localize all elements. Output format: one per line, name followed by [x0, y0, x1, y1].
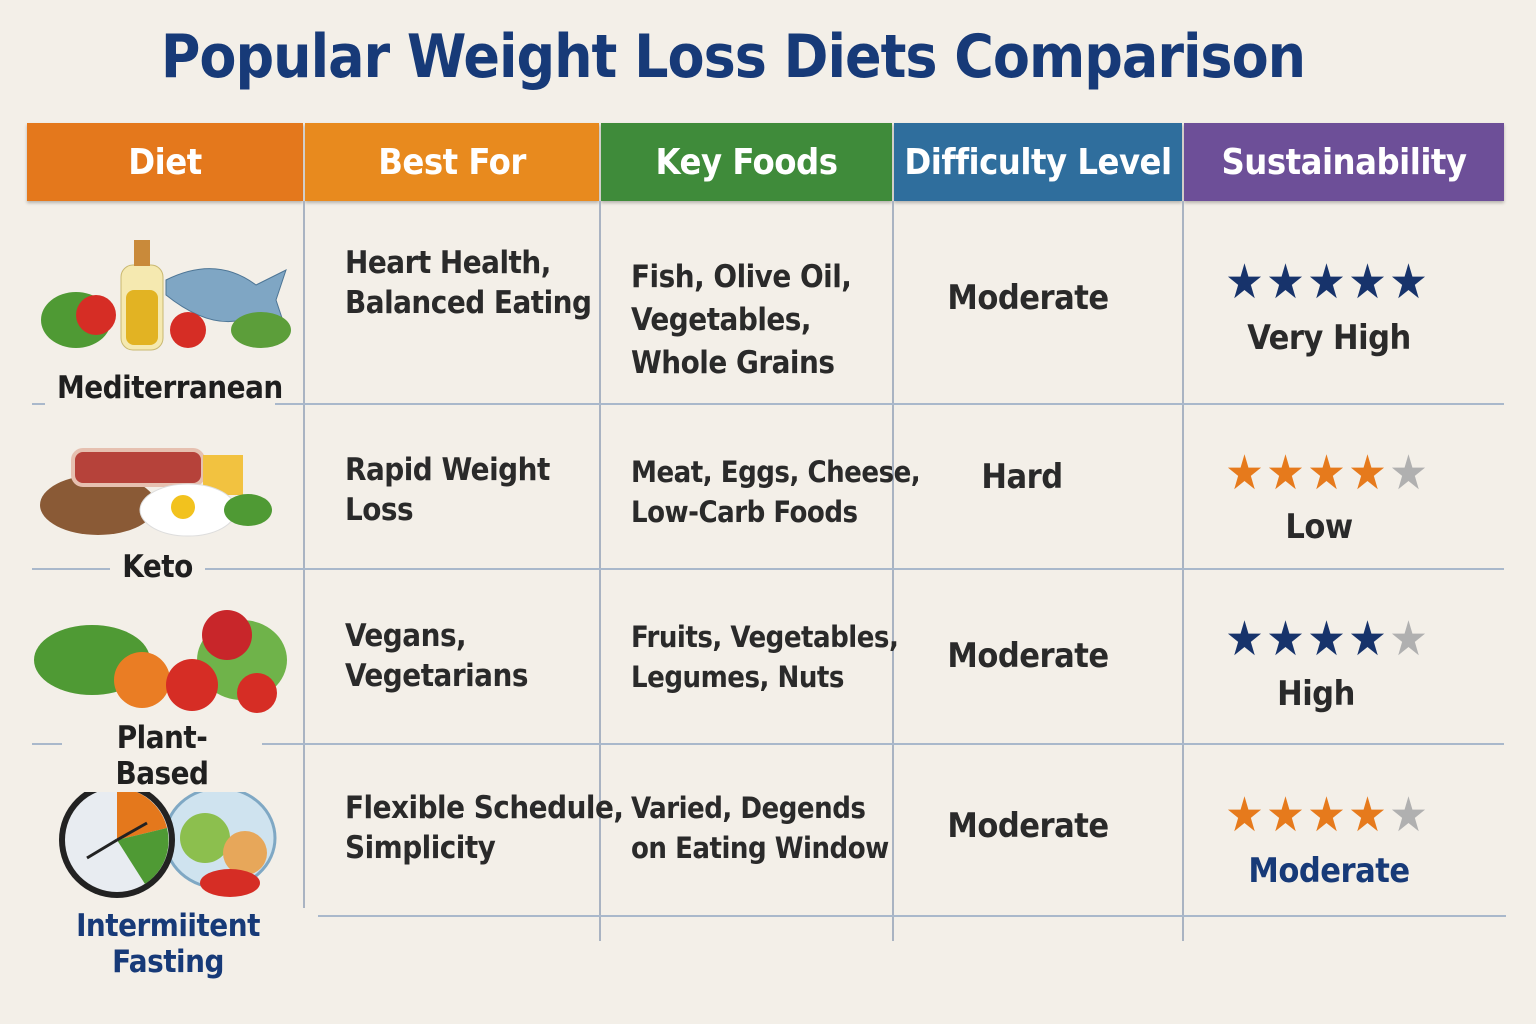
- diet-name: Mediterranean: [45, 370, 283, 406]
- diet-name: Intermiitent Fasting: [18, 908, 318, 980]
- divider: [316, 915, 1506, 917]
- divider: [303, 201, 305, 915]
- divider: [599, 201, 601, 941]
- star-filled-icon: ★: [1266, 445, 1305, 501]
- header-difficulty: Difficulty Level: [894, 123, 1182, 201]
- difficulty-cell: Moderate: [947, 636, 1109, 676]
- star-empty-icon: ★: [1389, 611, 1428, 667]
- star-filled-icon: ★: [1307, 445, 1346, 501]
- star-rating: ★ ★ ★ ★ ★: [1224, 791, 1429, 839]
- text-line: Vegetables,: [631, 302, 812, 338]
- sustainability-label: High: [1277, 674, 1355, 714]
- star-filled-icon: ★: [1307, 254, 1346, 310]
- text-line: Fish, Olive Oil,: [631, 259, 852, 295]
- divider: [1182, 201, 1184, 941]
- keto-food-icon: [40, 448, 272, 537]
- key-foods-cell: Fruits, Vegetables, Legumes, Nuts: [631, 617, 899, 697]
- star-filled-icon: ★: [1225, 787, 1264, 843]
- text-line: Heart Health,: [345, 245, 551, 281]
- text-line: Legumes, Nuts: [631, 660, 844, 694]
- divider: [32, 743, 1504, 745]
- text-line: Balanced Eating: [345, 285, 592, 321]
- diet-name: Keto: [110, 549, 205, 585]
- text-line: on Eating Window: [631, 831, 889, 865]
- star-rating: ★ ★ ★ ★ ★: [1224, 615, 1429, 663]
- plant-based-food-icon: [34, 610, 287, 713]
- star-empty-icon: ★: [1389, 787, 1428, 843]
- star-rating: ★ ★ ★ ★ ★: [1224, 258, 1429, 306]
- diet-name: Plant-Based: [62, 720, 262, 792]
- header-key-foods: Key Foods: [601, 123, 892, 201]
- divider: [32, 403, 1504, 405]
- difficulty-cell: Moderate: [947, 806, 1109, 846]
- star-filled-icon: ★: [1348, 254, 1387, 310]
- sustainability-label: Very High: [1247, 318, 1411, 358]
- star-empty-icon: ★: [1389, 445, 1428, 501]
- divider: [892, 201, 894, 941]
- mediterranean-food-icon: [41, 240, 291, 351]
- text-line: Meat, Eggs, Cheese,: [631, 455, 921, 489]
- clock-and-food-icon: [59, 782, 277, 898]
- text-line: Vegans,: [345, 618, 467, 654]
- star-filled-icon: ★: [1348, 445, 1387, 501]
- star-filled-icon: ★: [1266, 254, 1305, 310]
- best-for-cell: Vegans, Vegetarians: [345, 616, 528, 696]
- text-line: Vegetarians: [345, 658, 528, 694]
- star-filled-icon: ★: [1348, 611, 1387, 667]
- best-for-cell: Rapid Weight Loss: [345, 450, 550, 530]
- key-foods-cell: Varied, Degends on Eating Window: [631, 788, 889, 868]
- difficulty-cell: Hard: [981, 457, 1063, 497]
- page-title: Popular Weight Loss Diets Comparison: [160, 22, 1306, 92]
- star-filled-icon: ★: [1348, 787, 1387, 843]
- best-for-cell: Heart Health, Balanced Eating: [345, 243, 592, 323]
- star-filled-icon: ★: [1225, 254, 1264, 310]
- difficulty-cell: Moderate: [947, 278, 1109, 318]
- sustainability-label: Low: [1285, 507, 1353, 547]
- sustainability-label: Moderate: [1248, 851, 1410, 891]
- key-foods-cell: Fish, Olive Oil, Vegetables, Whole Grains: [631, 256, 852, 385]
- star-filled-icon: ★: [1225, 445, 1264, 501]
- header-diet: Diet: [27, 123, 303, 201]
- text-line: Simplicity: [345, 830, 496, 866]
- star-filled-icon: ★: [1389, 254, 1428, 310]
- text-line: Loss: [345, 492, 414, 528]
- text-line: Varied, Degends: [631, 791, 866, 825]
- text-line: Flexible Schedule,: [345, 790, 624, 826]
- header-sustainability: Sustainability: [1184, 123, 1504, 201]
- star-filled-icon: ★: [1225, 611, 1264, 667]
- header-best-for: Best For: [305, 123, 599, 201]
- star-rating: ★ ★ ★ ★ ★: [1224, 449, 1429, 497]
- text-line: Fruits, Vegetables,: [631, 620, 899, 654]
- divider: [32, 568, 1504, 570]
- best-for-cell: Flexible Schedule, Simplicity: [345, 788, 624, 868]
- text-line: Rapid Weight: [345, 452, 550, 488]
- text-line: Whole Grains: [631, 345, 835, 381]
- star-filled-icon: ★: [1266, 611, 1305, 667]
- key-foods-cell: Meat, Eggs, Cheese, Low-Carb Foods: [631, 452, 921, 532]
- star-filled-icon: ★: [1307, 611, 1346, 667]
- star-filled-icon: ★: [1266, 787, 1305, 843]
- text-line: Low-Carb Foods: [631, 495, 858, 529]
- star-filled-icon: ★: [1307, 787, 1346, 843]
